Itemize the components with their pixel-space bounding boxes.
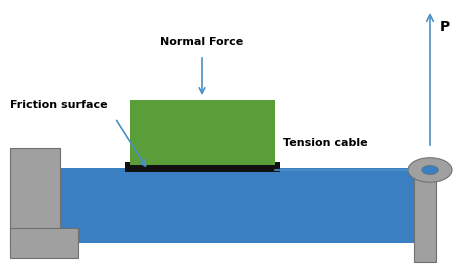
Bar bbox=[130, 100, 275, 165]
Text: Friction surface: Friction surface bbox=[10, 100, 108, 110]
Bar bbox=[125, 162, 280, 172]
Text: Normal Force: Normal Force bbox=[160, 37, 244, 47]
Bar bbox=[10, 228, 78, 258]
Circle shape bbox=[408, 158, 452, 182]
Bar bbox=[22, 168, 417, 243]
Circle shape bbox=[422, 165, 438, 175]
Bar bbox=[10, 148, 60, 253]
Text: P: P bbox=[440, 20, 450, 34]
Text: Tension cable: Tension cable bbox=[283, 138, 367, 148]
Bar bbox=[414, 172, 436, 262]
